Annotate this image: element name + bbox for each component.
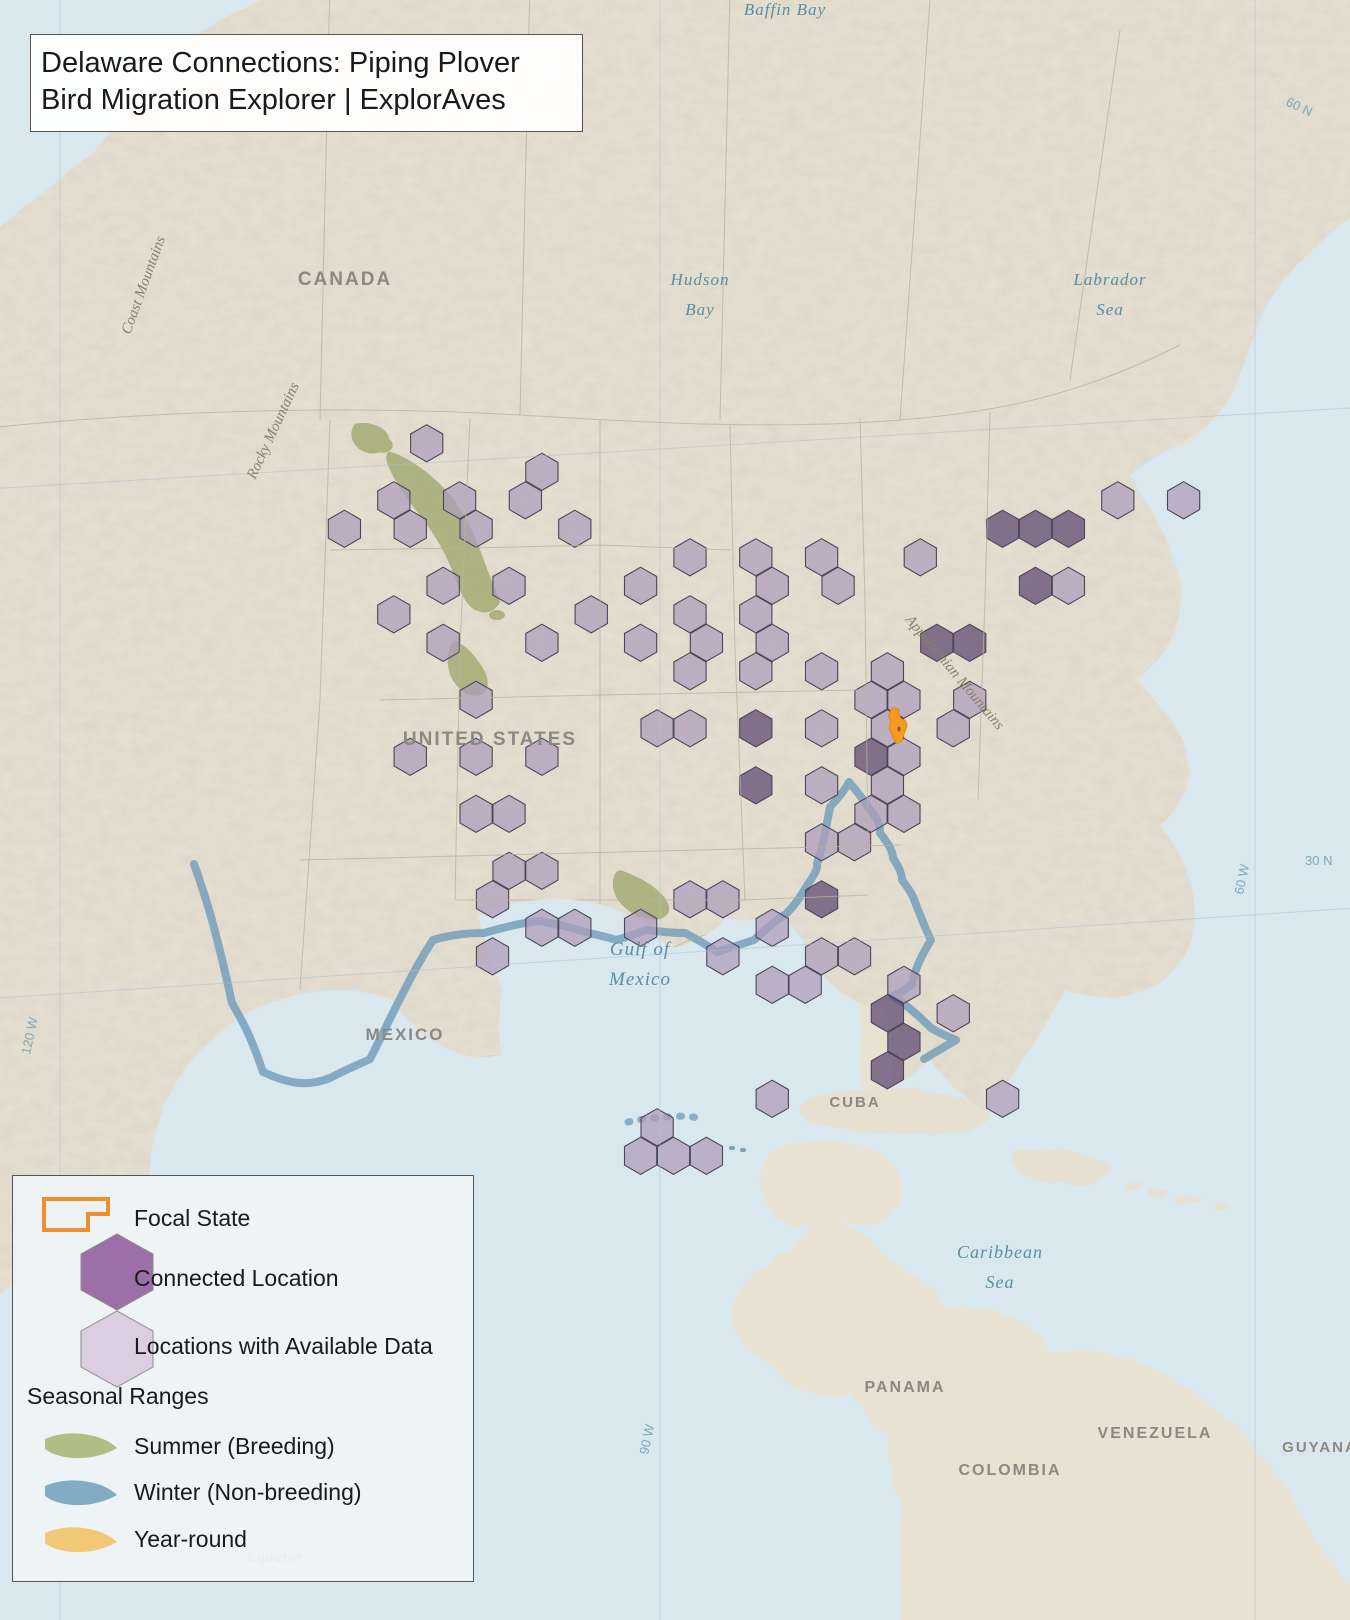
svg-text:Caribbean: Caribbean: [957, 1242, 1043, 1262]
svg-text:Mexico: Mexico: [608, 969, 671, 990]
svg-text:Baffin Bay: Baffin Bay: [744, 0, 826, 19]
svg-text:UNITED STATES: UNITED STATES: [403, 729, 577, 750]
svg-text:CANADA: CANADA: [298, 269, 392, 290]
svg-text:COLOMBIA: COLOMBIA: [958, 1462, 1061, 1479]
svg-text:Gulf of: Gulf of: [610, 939, 672, 960]
svg-text:MEXICO: MEXICO: [365, 1025, 444, 1044]
svg-text:CUBA: CUBA: [829, 1094, 880, 1111]
svg-text:PANAMA: PANAMA: [864, 1379, 945, 1396]
svg-text:Sea: Sea: [986, 1272, 1015, 1292]
svg-text:Hudson: Hudson: [670, 270, 730, 289]
svg-text:30 N: 30 N: [1305, 853, 1332, 868]
svg-text:Bay: Bay: [685, 300, 714, 319]
svg-text:Labrador: Labrador: [1072, 270, 1146, 289]
svg-text:GUYANA: GUYANA: [1282, 1439, 1350, 1456]
svg-text:Sea: Sea: [1096, 300, 1124, 319]
svg-text:VENEZUELA: VENEZUELA: [1098, 1425, 1213, 1442]
